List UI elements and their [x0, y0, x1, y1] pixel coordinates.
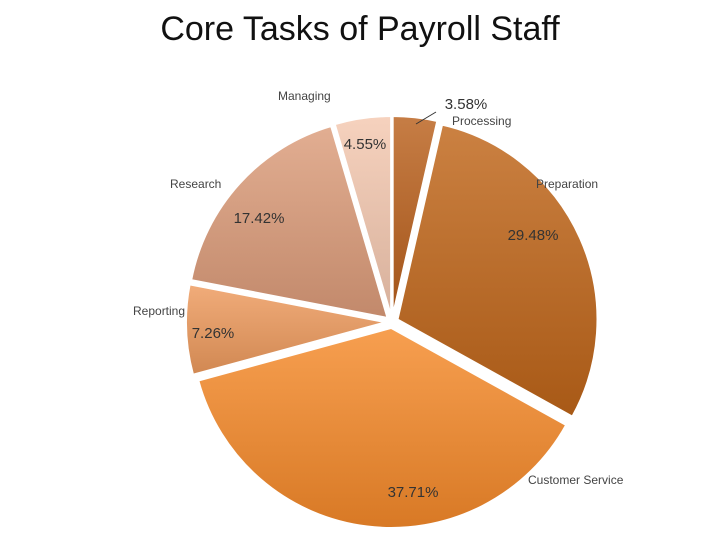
pie-slice-reporting	[185, 283, 387, 376]
value-label-preparation: 29.48%	[508, 227, 559, 244]
category-label-research: Research	[170, 177, 221, 191]
pie-slice-research	[190, 124, 389, 320]
category-label-customer-service: Customer Service	[528, 473, 624, 487]
chart-title: Core Tasks of Payroll Staff	[160, 10, 560, 48]
pie-slice-preparation	[396, 123, 599, 418]
category-label-managing: Managing	[278, 89, 331, 103]
pie-slices	[185, 115, 599, 529]
value-label-processing: 3.58%	[445, 96, 488, 113]
pie-slice-processing	[391, 115, 439, 317]
category-label-processing: Processing	[452, 114, 511, 128]
value-label-research: 17.42%	[234, 210, 285, 227]
value-label-managing: 4.55%	[344, 136, 387, 153]
pie-slice-customer-service	[197, 326, 568, 529]
category-label-preparation: Preparation	[536, 177, 598, 191]
value-label-reporting: 7.26%	[192, 325, 235, 342]
pie-slice-managing	[333, 115, 393, 317]
category-label-reporting: Reporting	[133, 304, 185, 318]
leader-line-processing	[415, 111, 437, 125]
value-label-customer-service: 37.71%	[388, 484, 439, 501]
